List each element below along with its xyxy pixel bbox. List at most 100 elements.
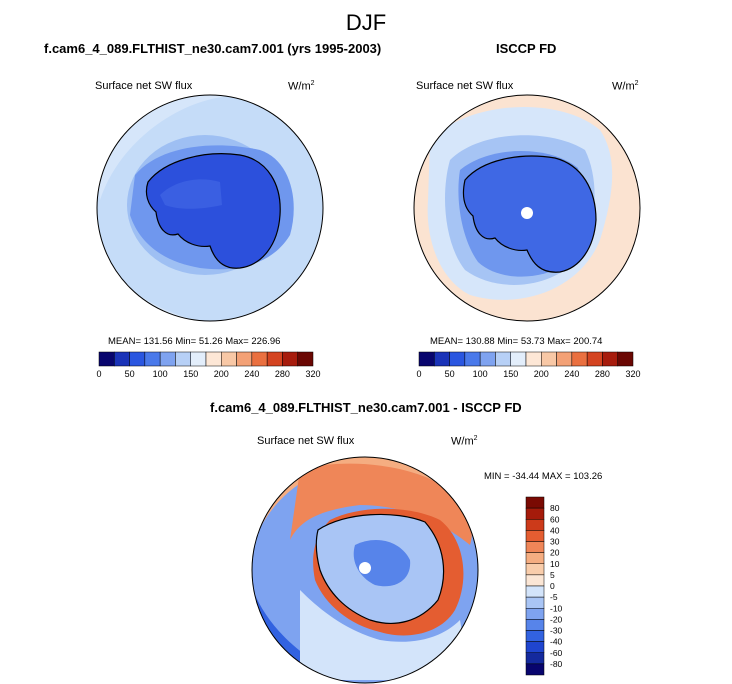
figure-title: DJF: [345, 10, 387, 35]
obs-colorbar-swatch: [525, 351, 542, 367]
obs-colorbar-swatch: [434, 351, 450, 367]
model-map: [96, 94, 324, 322]
model-colorbar-swatch: [98, 351, 115, 367]
model-colorbar-swatch: [266, 351, 283, 367]
obs-colorbar-tick-label: 240: [564, 369, 579, 379]
pole-hole: [359, 562, 371, 574]
antarctica-coastline: [315, 513, 445, 624]
obs-map: [413, 94, 641, 322]
diff-colorbar-swatch: [525, 641, 545, 653]
obs-colorbar-swatch: [464, 351, 481, 367]
obs-colorbar-tick-label: 200: [534, 369, 549, 379]
pole-hole: [521, 207, 533, 219]
map-boundary: [251, 456, 479, 684]
obs-stats: MEAN= 130.88 Min= 53.73 Max= 200.74: [430, 336, 603, 347]
diff-map: [251, 456, 479, 684]
diff-stats: MIN = -34.44 MAX = 103.26: [484, 471, 603, 482]
obs-colorbar-swatch: [449, 351, 466, 367]
diff-colorbar-tick-label: 10: [550, 559, 560, 569]
model-colorbar-swatch: [282, 351, 298, 367]
model-colorbar: 0 50 100 150 200 240 280 320: [96, 351, 321, 379]
diff-colorbar-tick-label: 30: [550, 537, 560, 547]
map-boundary: [96, 94, 324, 322]
diff-colorbar-tick-label: 0: [550, 581, 555, 591]
diff-colorbar-swatch: [525, 519, 545, 531]
diff-colorbar-swatch: [525, 608, 545, 620]
model-colorbar-swatch: [129, 351, 146, 367]
diff-colorbar-swatch: [525, 496, 545, 509]
model-units-label: W/m2: [288, 80, 315, 93]
diff-colorbar-tick-label: -80: [550, 659, 563, 669]
model-colorbar-swatch: [144, 351, 161, 367]
model-colorbar-tick-label: 280: [275, 369, 290, 379]
model-colorbar-swatch: [251, 351, 268, 367]
model-colorbar-swatch: [205, 351, 222, 367]
diff-colorbar-tick-label: 60: [550, 514, 560, 524]
diff-colorbar-tick-label: 5: [550, 570, 555, 580]
obs-colorbar-tick-label: 320: [625, 369, 640, 379]
diff-colorbar-swatch: [525, 619, 545, 631]
map-boundary: [413, 94, 641, 322]
model-colorbar-swatch: [190, 351, 207, 367]
model-stats: MEAN= 131.56 Min= 51.26 Max= 226.96: [108, 336, 281, 347]
diff-colorbar-swatch: [525, 652, 545, 665]
diff-colorbar-swatch: [525, 574, 545, 587]
diff-colorbar-swatch: [525, 552, 545, 564]
model-colorbar-tick-label: 320: [305, 369, 320, 379]
diff-variable-label: Surface net SW flux: [257, 435, 355, 447]
obs-colorbar-swatch: [541, 351, 557, 367]
obs-units-label: W/m2: [612, 80, 639, 93]
diff-colorbar-swatch: [525, 530, 545, 542]
obs-colorbar-swatch: [479, 351, 496, 367]
diff-panel-title: f.cam6_4_089.FLTHIST_ne30.cam7.001 - ISC…: [210, 400, 522, 415]
obs-colorbar: 0 50 100 150 200 240 280 320: [416, 351, 641, 379]
obs-colorbar-swatch: [586, 351, 603, 367]
diff-colorbar-swatch: [525, 541, 545, 553]
diff-colorbar-tick-label: 80: [550, 503, 560, 513]
antarctica-coastline: [145, 153, 281, 269]
obs-colorbar-tick-label: 280: [595, 369, 610, 379]
model-colorbar-swatch: [236, 351, 253, 367]
model-colorbar-tick-label: 0: [96, 369, 101, 379]
diff-colorbar-swatch: [525, 596, 545, 609]
model-variable-label: Surface net SW flux: [95, 80, 193, 92]
diff-colorbar-tick-label: -5: [550, 592, 558, 602]
model-colorbar-tick-label: 50: [125, 369, 135, 379]
obs-colorbar-swatch: [510, 351, 527, 367]
obs-colorbar-swatch: [617, 351, 634, 367]
obs-variable-label: Surface net SW flux: [416, 80, 514, 92]
diff-colorbar-swatch: [525, 563, 545, 576]
antarctica-fill: [146, 153, 281, 269]
diff-colorbar-swatch: [525, 585, 545, 598]
antarctica-coastline: [462, 155, 597, 273]
diff-colorbar-swatch: [525, 630, 545, 642]
obs-colorbar-swatch: [556, 351, 573, 367]
diff-colorbar-tick-label: -20: [550, 614, 563, 624]
model-colorbar-tick-label: 150: [183, 369, 198, 379]
model-colorbar-tick-label: 100: [153, 369, 168, 379]
model-colorbar-swatch: [175, 351, 191, 367]
model-colorbar-tick-label: 240: [244, 369, 259, 379]
diff-colorbar-tick-label: -10: [550, 603, 563, 613]
diff-colorbar-swatch: [525, 663, 545, 676]
model-colorbar-swatch: [221, 351, 237, 367]
diff-colorbar-tick-label: -30: [550, 626, 563, 636]
obs-panel-title: ISCCP FD: [496, 41, 557, 56]
model-colorbar-swatch: [297, 351, 314, 367]
model-colorbar-swatch: [114, 351, 130, 367]
obs-colorbar-tick-label: 100: [473, 369, 488, 379]
model-colorbar-tick-label: 200: [214, 369, 229, 379]
obs-colorbar-swatch: [571, 351, 588, 367]
diff-colorbar-tick-label: -60: [550, 648, 563, 658]
diff-colorbar-tick-label: 40: [550, 525, 560, 535]
diff-units-label: W/m2: [451, 435, 478, 448]
obs-colorbar-tick-label: 0: [416, 369, 421, 379]
model-panel-title: f.cam6_4_089.FLTHIST_ne30.cam7.001 (yrs …: [44, 41, 382, 56]
obs-colorbar-tick-label: 50: [445, 369, 455, 379]
obs-colorbar-tick-label: 150: [503, 369, 518, 379]
diff-colorbar-tick-label: 20: [550, 548, 560, 558]
obs-colorbar-swatch: [495, 351, 511, 367]
obs-colorbar-swatch: [418, 351, 435, 367]
